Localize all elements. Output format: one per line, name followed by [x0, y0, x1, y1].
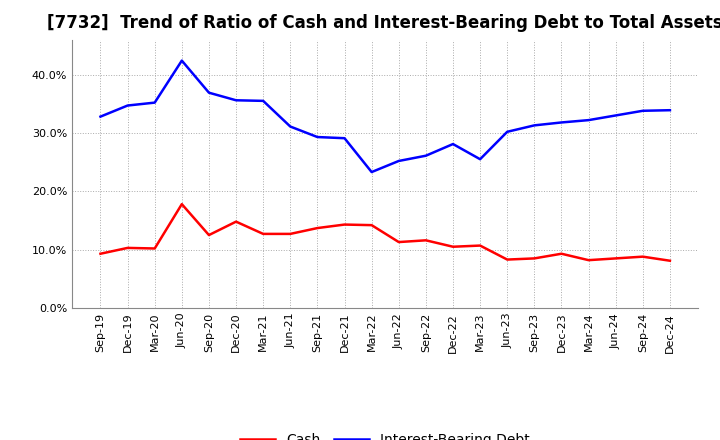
Line: Interest-Bearing Debt: Interest-Bearing Debt	[101, 61, 670, 172]
Interest-Bearing Debt	[123, 103, 132, 108]
Cash	[123, 245, 132, 250]
Cash	[232, 219, 240, 224]
Interest-Bearing Debt	[204, 90, 213, 95]
Interest-Bearing Debt	[150, 100, 159, 105]
Interest-Bearing Debt	[665, 107, 674, 113]
Cash	[259, 231, 268, 237]
Interest-Bearing Debt	[96, 114, 105, 119]
Cash	[421, 238, 430, 243]
Interest-Bearing Debt	[313, 134, 322, 139]
Cash	[665, 258, 674, 264]
Cash	[341, 222, 349, 227]
Cash	[530, 256, 539, 261]
Cash	[503, 257, 511, 262]
Title: [7732]  Trend of Ratio of Cash and Interest-Bearing Debt to Total Assets: [7732] Trend of Ratio of Cash and Intere…	[48, 15, 720, 33]
Interest-Bearing Debt	[421, 153, 430, 158]
Interest-Bearing Debt	[449, 141, 457, 147]
Cash	[395, 239, 403, 245]
Interest-Bearing Debt	[178, 58, 186, 63]
Interest-Bearing Debt	[286, 124, 294, 129]
Interest-Bearing Debt	[503, 129, 511, 135]
Interest-Bearing Debt	[476, 157, 485, 162]
Cash	[96, 251, 105, 257]
Interest-Bearing Debt	[611, 113, 620, 118]
Interest-Bearing Debt	[530, 123, 539, 128]
Cash	[178, 202, 186, 207]
Cash	[286, 231, 294, 237]
Cash	[204, 232, 213, 238]
Interest-Bearing Debt	[259, 98, 268, 103]
Interest-Bearing Debt	[232, 98, 240, 103]
Cash	[367, 223, 376, 228]
Interest-Bearing Debt	[395, 158, 403, 164]
Cash	[611, 256, 620, 261]
Line: Cash: Cash	[101, 204, 670, 261]
Cash	[150, 246, 159, 251]
Cash	[449, 244, 457, 249]
Interest-Bearing Debt	[367, 169, 376, 175]
Cash	[557, 251, 566, 257]
Interest-Bearing Debt	[584, 117, 593, 123]
Cash	[639, 254, 647, 259]
Interest-Bearing Debt	[557, 120, 566, 125]
Interest-Bearing Debt	[341, 136, 349, 141]
Legend: Cash, Interest-Bearing Debt: Cash, Interest-Bearing Debt	[235, 428, 536, 440]
Interest-Bearing Debt	[639, 108, 647, 114]
Cash	[476, 243, 485, 248]
Cash	[313, 225, 322, 231]
Cash	[584, 257, 593, 263]
